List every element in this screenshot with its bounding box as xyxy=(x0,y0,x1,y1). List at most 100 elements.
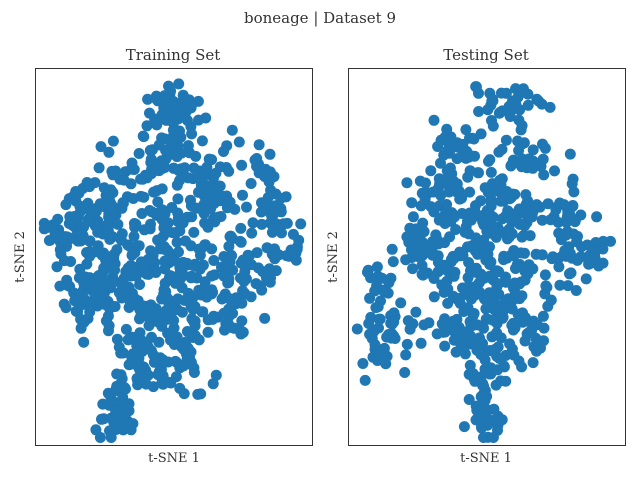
scatter-point xyxy=(138,131,150,143)
scatter-point xyxy=(395,297,407,309)
scatter-point xyxy=(519,335,531,347)
scatter-point xyxy=(522,99,534,111)
scatter-point xyxy=(255,206,267,218)
scatter-point xyxy=(197,172,209,183)
scatter-point xyxy=(100,315,112,327)
scatter-point xyxy=(378,286,390,297)
scatter-point xyxy=(275,192,287,204)
scatter-point xyxy=(193,114,204,126)
scatter-point xyxy=(565,267,577,279)
scatter-point xyxy=(52,213,64,225)
scatter-point xyxy=(495,195,507,207)
scatter-point xyxy=(156,183,168,195)
scatter-point xyxy=(176,104,188,116)
scatter-point xyxy=(95,141,107,153)
scatter-point xyxy=(175,273,187,284)
scatter-point xyxy=(464,186,476,198)
scatter-point xyxy=(485,197,497,209)
scatter-point xyxy=(496,213,508,225)
scatter-point xyxy=(202,221,214,233)
scatter-point xyxy=(243,250,255,262)
testing-set-title: Testing Set xyxy=(443,46,528,64)
scatter-point xyxy=(473,106,485,117)
scatter-point xyxy=(432,257,444,268)
scatter-point xyxy=(507,154,519,166)
scatter-point xyxy=(483,216,495,228)
scatter-point xyxy=(492,278,504,290)
scatter-point xyxy=(78,277,90,289)
scatter-point xyxy=(531,199,543,211)
scatter-point xyxy=(545,214,557,226)
scatter-point xyxy=(509,188,521,200)
scatter-point xyxy=(428,114,440,126)
scatter-point xyxy=(376,272,388,284)
scatter-point xyxy=(74,200,86,212)
scatter-point xyxy=(510,263,521,274)
scatter-point xyxy=(415,248,427,260)
scatter-point xyxy=(67,232,79,244)
scatter-point xyxy=(445,138,457,150)
scatter-point xyxy=(387,256,399,268)
scatter-point xyxy=(436,178,448,190)
scatter-point xyxy=(105,432,117,443)
scatter-point xyxy=(469,319,481,331)
scatter-point xyxy=(188,162,200,174)
scatter-point xyxy=(485,166,497,178)
scatter-point xyxy=(115,234,127,246)
scatter-point xyxy=(469,289,481,301)
scatter-point xyxy=(463,257,475,268)
scatter-point xyxy=(432,141,444,152)
scatter-point xyxy=(138,191,150,203)
scatter-point xyxy=(550,204,562,216)
scatter-point xyxy=(226,322,237,333)
scatter-point xyxy=(519,265,531,277)
scatter-point xyxy=(97,274,109,286)
scatter-point xyxy=(245,259,257,271)
scatter-point xyxy=(490,379,502,391)
testing-set-chart: Testing Set t-SNE 1 t-SNE 2 xyxy=(326,46,626,466)
scatter-point xyxy=(516,290,528,302)
scatter-point xyxy=(453,293,465,305)
scatter-point xyxy=(369,339,381,351)
scatter-point xyxy=(420,177,431,189)
scatter-point xyxy=(442,321,454,333)
scatter-point xyxy=(196,135,208,147)
scatter-point xyxy=(448,270,460,282)
scatter-point xyxy=(479,354,491,366)
scatter-point xyxy=(205,203,216,215)
scatter-point xyxy=(513,278,525,290)
scatter-point xyxy=(159,255,171,267)
scatter-point xyxy=(536,214,548,226)
scatter-point xyxy=(201,161,213,173)
scatter-point xyxy=(90,424,102,436)
scatter-point xyxy=(527,357,539,369)
scatter-point xyxy=(444,231,456,243)
scatter-point xyxy=(441,123,453,135)
scatter-point xyxy=(281,250,292,262)
scatter-point xyxy=(374,313,386,325)
scatter-point xyxy=(547,251,559,263)
scatter-point xyxy=(497,311,509,323)
scatter-point xyxy=(407,263,419,275)
scatter-point xyxy=(135,310,147,322)
scatter-point xyxy=(199,190,210,202)
scatter-point xyxy=(512,135,524,147)
scatter-point xyxy=(533,95,545,107)
scatter-point xyxy=(267,209,279,220)
scatter-point xyxy=(152,369,164,381)
scatter-point xyxy=(293,234,305,246)
scatter-point xyxy=(179,162,191,174)
scatter-point xyxy=(256,284,268,296)
scatter-point xyxy=(570,285,582,296)
scatter-point xyxy=(439,340,451,352)
scatter-point xyxy=(264,148,276,160)
scatter-point xyxy=(210,167,222,179)
scatter-point xyxy=(106,275,117,287)
scatter-point xyxy=(159,90,171,102)
scatter-point xyxy=(130,270,142,282)
scatter-point xyxy=(120,323,132,335)
scatter-point xyxy=(418,319,430,331)
scatter-point xyxy=(542,198,554,210)
scatter-point xyxy=(207,378,219,390)
scatter-point xyxy=(539,142,551,154)
